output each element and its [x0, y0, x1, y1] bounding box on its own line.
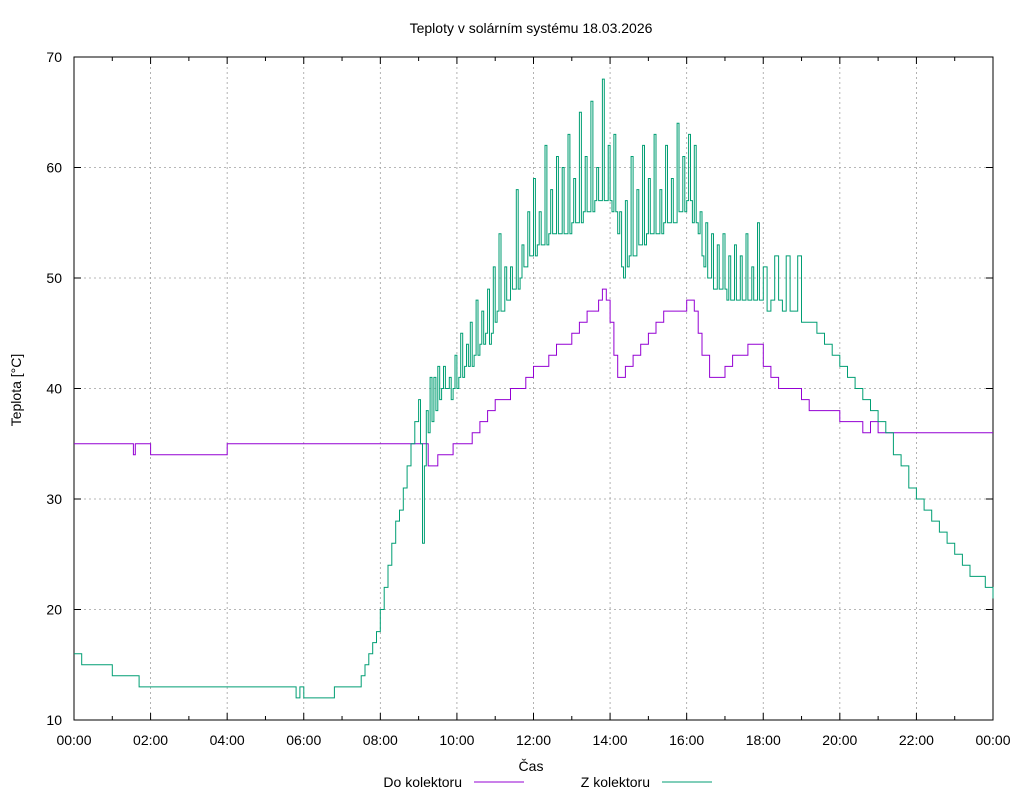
x-tick-label: 00:00 [975, 732, 1010, 748]
x-tick-label: 16:00 [669, 732, 704, 748]
x-tick-label: 22:00 [899, 732, 934, 748]
x-tick-label: 06:00 [286, 732, 321, 748]
y-tick-label: 60 [46, 160, 62, 176]
x-axis-label: Čas [519, 758, 544, 774]
series-lines [74, 78, 994, 699]
y-tick-label: 70 [46, 49, 62, 65]
series-line-z-kolektoru [74, 78, 994, 699]
x-tick-label: 08:00 [363, 732, 398, 748]
y-tick-label: 20 [46, 602, 62, 618]
x-tick-label: 10:00 [439, 732, 474, 748]
x-tick-label: 00:00 [56, 732, 91, 748]
x-tick-label: 12:00 [516, 732, 551, 748]
series-line-do-kolektoru [74, 288, 993, 467]
y-tick-label: 10 [46, 712, 62, 728]
x-tick-label: 02:00 [133, 732, 168, 748]
legend-label-z-kolektoru: Z kolektoru [581, 774, 650, 790]
legend-label-do-kolektoru: Do kolektoru [383, 774, 462, 790]
y-tick-label: 50 [46, 270, 62, 286]
chart-title: Teploty v solárním systému 18.03.2026 [410, 20, 653, 36]
x-tick-label: 04:00 [210, 732, 245, 748]
y-tick-label: 40 [46, 381, 62, 397]
x-tick-label: 18:00 [746, 732, 781, 748]
grid-lines [74, 57, 993, 720]
x-tick-label: 14:00 [593, 732, 628, 748]
x-tick-label: 20:00 [822, 732, 857, 748]
y-axis-ticks: 10 20 30 40 50 60 70 [46, 49, 993, 728]
y-tick-label: 30 [46, 491, 62, 507]
x-axis-ticks: 00:00 02:00 04:00 06:00 08:00 10:00 12:00 14:00… [56, 57, 1011, 748]
y-axis-label: Teplota [°C] [8, 354, 24, 427]
